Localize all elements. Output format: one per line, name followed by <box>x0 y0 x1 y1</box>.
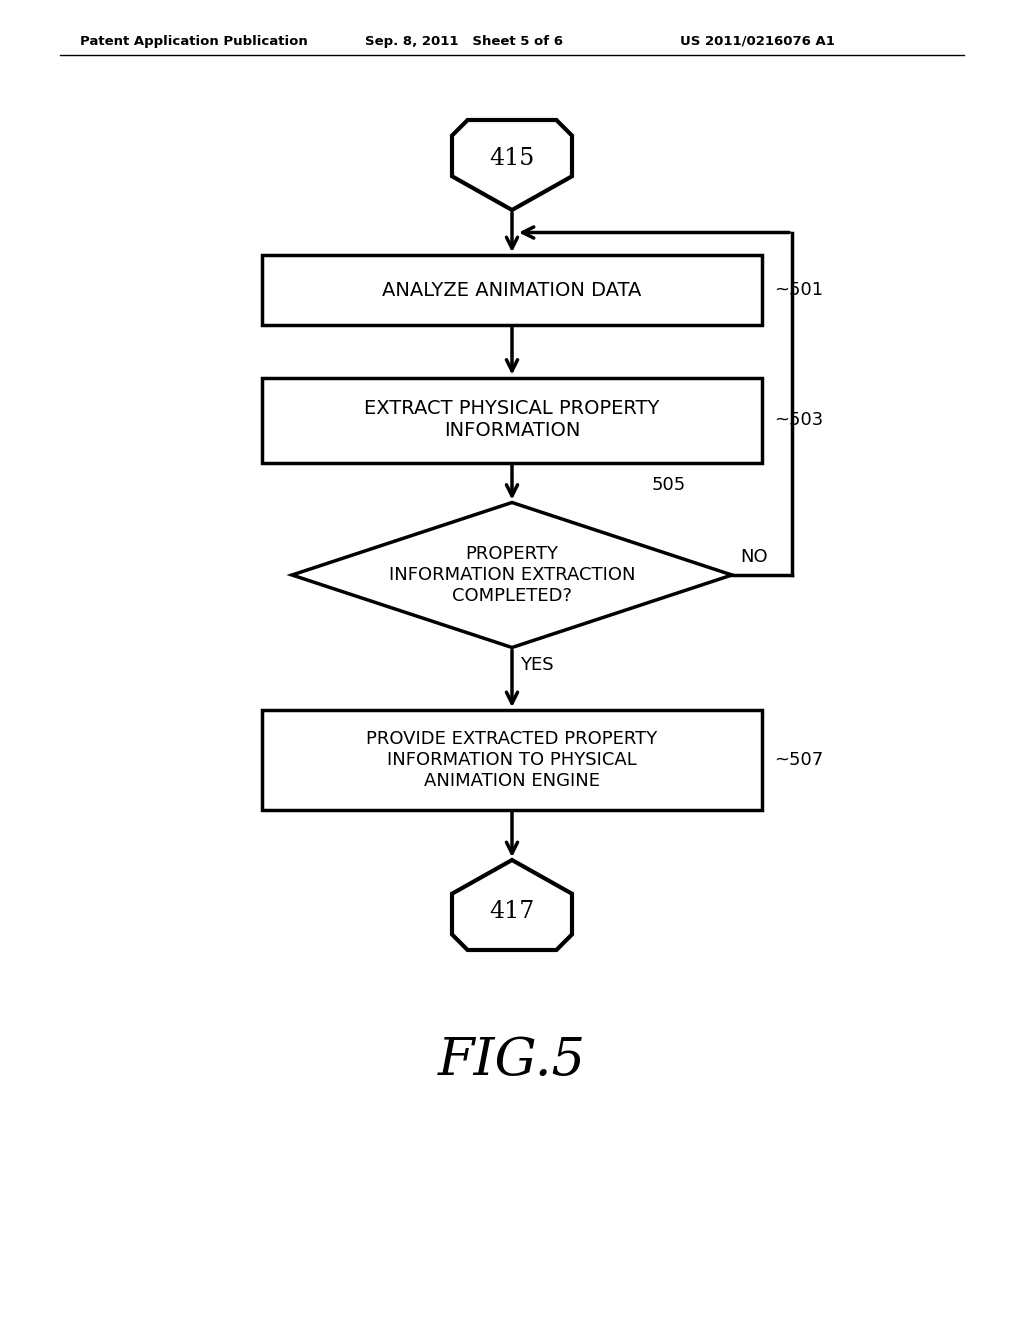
Bar <box>262 710 762 810</box>
Text: PROPERTY
INFORMATION EXTRACTION
COMPLETED?: PROPERTY INFORMATION EXTRACTION COMPLETE… <box>389 545 635 605</box>
Bar <box>262 255 762 325</box>
Text: Sep. 8, 2011   Sheet 5 of 6: Sep. 8, 2011 Sheet 5 of 6 <box>365 36 563 48</box>
Text: 505: 505 <box>652 477 686 495</box>
Text: PROVIDE EXTRACTED PROPERTY
INFORMATION TO PHYSICAL
ANIMATION ENGINE: PROVIDE EXTRACTED PROPERTY INFORMATION T… <box>367 730 657 789</box>
Text: ANALYZE ANIMATION DATA: ANALYZE ANIMATION DATA <box>382 281 642 300</box>
Polygon shape <box>292 503 732 648</box>
Polygon shape <box>452 861 572 950</box>
Bar <box>262 378 762 462</box>
Text: ~501: ~501 <box>774 281 823 300</box>
Polygon shape <box>452 120 572 210</box>
Text: FIG.5: FIG.5 <box>438 1035 586 1085</box>
Text: Patent Application Publication: Patent Application Publication <box>80 36 308 48</box>
Text: YES: YES <box>520 656 554 673</box>
Text: ~507: ~507 <box>774 751 823 770</box>
Text: 415: 415 <box>489 147 535 170</box>
Text: 417: 417 <box>489 900 535 923</box>
Text: ~503: ~503 <box>774 411 823 429</box>
Text: US 2011/0216076 A1: US 2011/0216076 A1 <box>680 36 835 48</box>
Text: EXTRACT PHYSICAL PROPERTY
INFORMATION: EXTRACT PHYSICAL PROPERTY INFORMATION <box>365 400 659 441</box>
Text: NO: NO <box>740 548 768 566</box>
